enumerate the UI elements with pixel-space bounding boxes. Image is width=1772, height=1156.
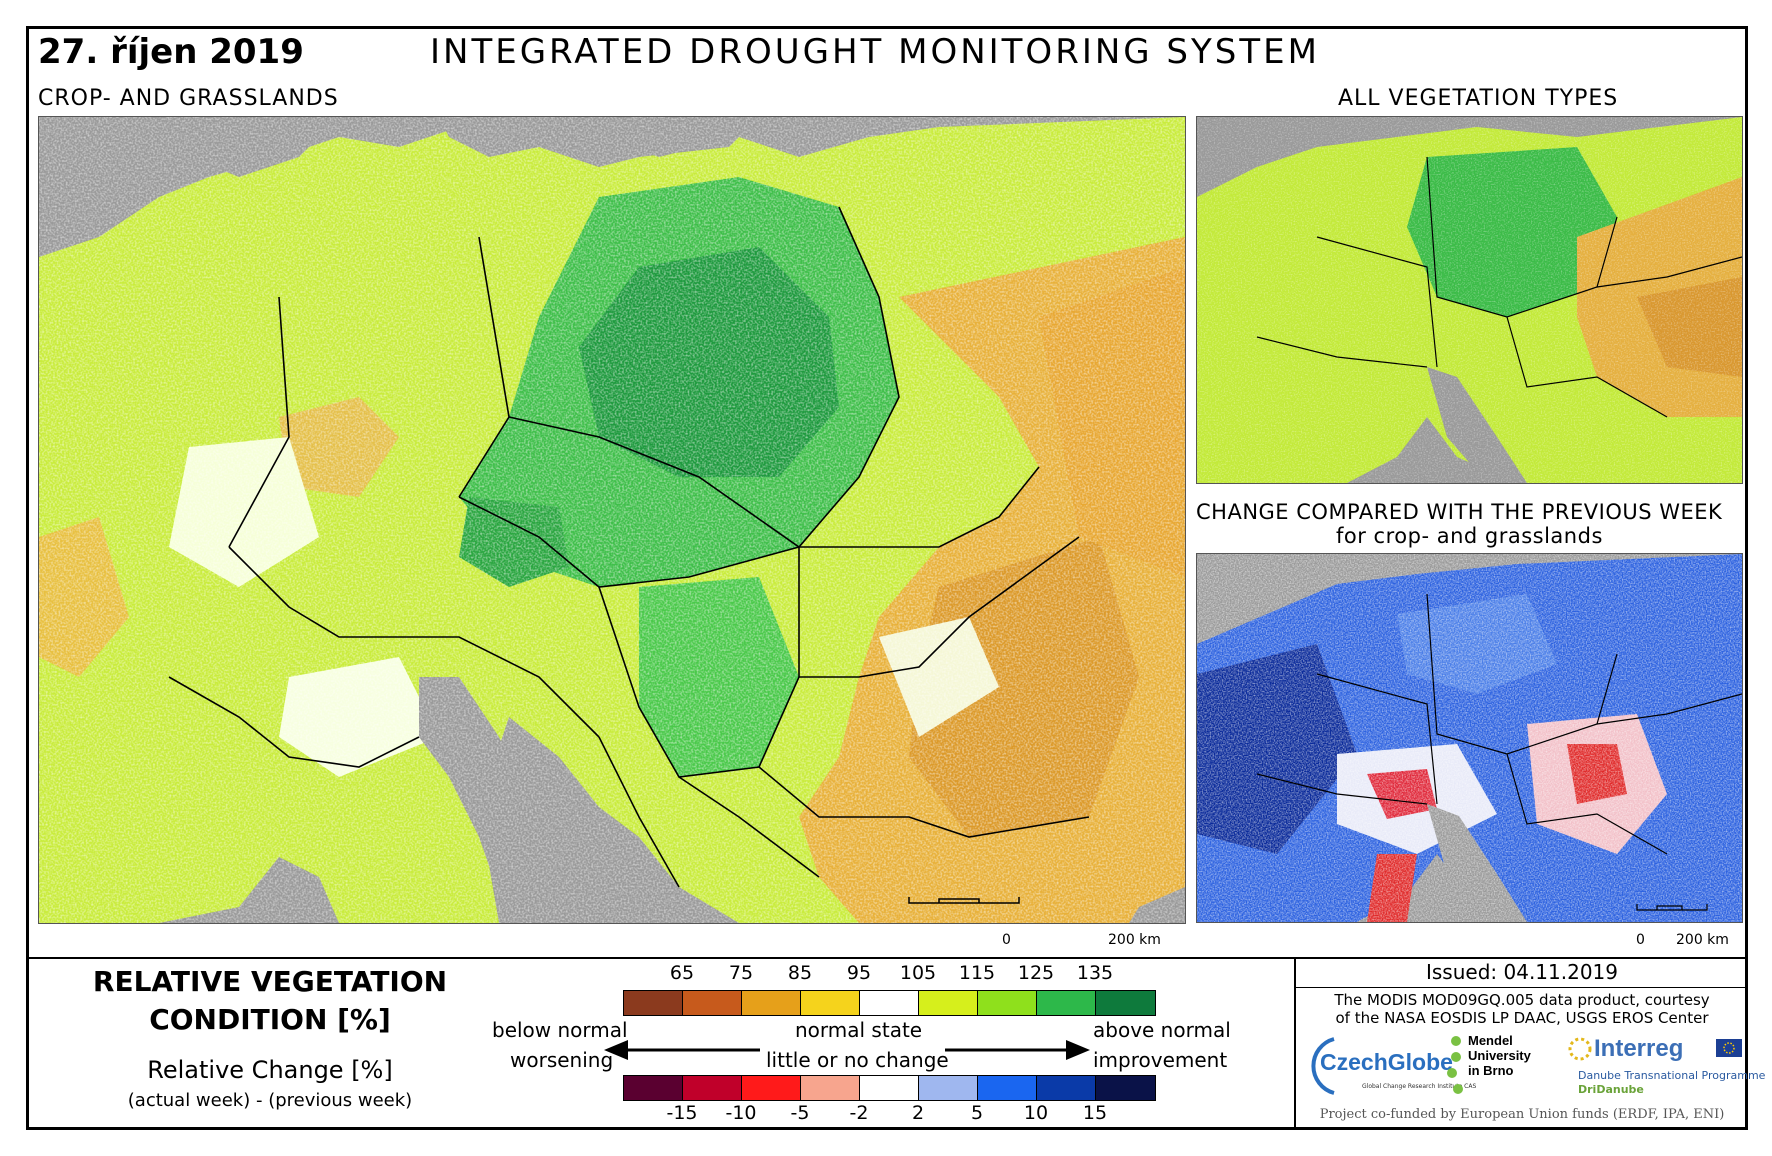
czechglobe-name: CzechGlobe: [1320, 1049, 1453, 1075]
mendel-name-line3: in Brno: [1468, 1063, 1514, 1078]
right-arrow-icon: [945, 1040, 1090, 1060]
main-map-image: [39, 117, 1185, 923]
change-map-scale-label: 200 km: [1676, 932, 1729, 948]
condition-tick-label: 115: [958, 962, 996, 984]
czechglobe-arc-icon: [1311, 1037, 1335, 1095]
change-swatch: [860, 1076, 919, 1100]
cofunded-note: Project co-funded by European Union fund…: [1319, 1107, 1725, 1122]
change-swatch: [624, 1076, 683, 1100]
condition-tick-label: 65: [669, 962, 695, 984]
condition-tick-label: 125: [1017, 962, 1055, 984]
change-swatch: [801, 1076, 860, 1100]
worsening-label: worsening: [510, 1048, 614, 1072]
condition-swatch: [683, 991, 742, 1015]
change-swatch: [1037, 1076, 1096, 1100]
change-swatch: [978, 1076, 1037, 1100]
change-tick-label: -10: [725, 1102, 757, 1124]
condition-swatch: [801, 991, 860, 1015]
interreg-sub: Danube Transnational Programme: [1578, 1069, 1766, 1082]
legend-title-line2: CONDITION [%]: [149, 1003, 391, 1036]
condition-tick-label: 135: [1076, 962, 1114, 984]
change-map: [1196, 553, 1743, 923]
vegetation-map-label: ALL VEGETATION TYPES: [1338, 86, 1619, 111]
issued-date: Issued: 04.11.2019: [1296, 957, 1748, 988]
condition-swatch: [978, 991, 1037, 1015]
left-arrow-icon: [604, 1040, 760, 1060]
issue-date: 27. říjen 2019: [38, 32, 304, 72]
change-map-label: CHANGE COMPARED WITH THE PREVIOUS WEEK: [1196, 500, 1723, 524]
change-tick-label: -2: [849, 1102, 869, 1124]
dridanube-name: DriDanube: [1578, 1083, 1644, 1096]
condition-swatch: [860, 991, 919, 1015]
credit-line1: The MODIS MOD09GQ.005 data product, cour…: [1334, 991, 1710, 1009]
change-tick-label: -15: [666, 1102, 698, 1124]
condition-swatch: [919, 991, 978, 1015]
improvement-label: improvement: [1093, 1048, 1228, 1072]
mendel-dots-icon: [1447, 1036, 1463, 1094]
change-swatch: [742, 1076, 801, 1100]
figure-frame: [26, 26, 1748, 1130]
interreg-logo: Interreg Danube Transnational Programme …: [1566, 1033, 1765, 1099]
above-normal-label: above normal: [1093, 1018, 1231, 1042]
mendel-name-line2: University: [1468, 1048, 1531, 1063]
change-tick-label: 2: [911, 1102, 925, 1124]
below-normal-label: below normal: [492, 1018, 628, 1042]
change-map-image: [1197, 554, 1742, 922]
credit-line2: of the NASA EOSDIS LP DAAC, USGS EROS Ce…: [1335, 1009, 1709, 1027]
normal-state-label: normal state: [795, 1018, 923, 1042]
vegetation-map: [1196, 116, 1743, 484]
mendel-name-line1: Mendel: [1468, 1033, 1513, 1048]
legend-panel: [26, 957, 1748, 1130]
condition-tick-label: 105: [899, 962, 937, 984]
data-credit: The MODIS MOD09GQ.005 data product, cour…: [1296, 991, 1748, 1027]
main-map-label: CROP- AND GRASSLANDS: [38, 86, 339, 111]
relative-change-label: Relative Change [%]: [147, 1056, 393, 1084]
change-map-sublabel: for crop- and grasslands: [1336, 524, 1603, 548]
interreg-star-icon: [1568, 1037, 1592, 1061]
change-swatch: [683, 1076, 742, 1100]
main-map-scale-zero: 0: [1002, 932, 1011, 948]
czechglobe-logo: CzechGlobe Global Change Research Instit…: [1304, 1033, 1476, 1099]
change-tick-label: 15: [1082, 1102, 1108, 1124]
change-map-scale-zero: 0: [1636, 932, 1645, 948]
main-map-scale-label: 200 km: [1108, 932, 1161, 948]
little-change-label: little or no change: [766, 1048, 949, 1072]
legend-title-line1: RELATIVE VEGETATION: [92, 965, 448, 998]
interreg-name: Interreg: [1594, 1035, 1684, 1062]
change-swatch: [1096, 1076, 1155, 1100]
condition-swatch: [1096, 991, 1155, 1015]
condition-swatch: [1037, 991, 1096, 1015]
condition-tick-label: 95: [846, 962, 872, 984]
change-tick-label: 5: [970, 1102, 984, 1124]
mendel-logo: Mendel University in Brno: [1446, 1033, 1546, 1099]
change-tick-label: -5: [790, 1102, 810, 1124]
relative-change-sublabel: (actual week) - (previous week): [127, 1090, 413, 1111]
main-map: [38, 116, 1186, 924]
info-panel: Issued: 04.11.2019 The MODIS MOD09GQ.005…: [1294, 957, 1765, 1130]
change-tick-label: 10: [1023, 1102, 1049, 1124]
czechglobe-sub: Global Change Research Institute CAS: [1362, 1083, 1477, 1090]
vegetation-map-image: [1197, 117, 1742, 483]
condition-tick-label: 85: [787, 962, 813, 984]
mendel-name: Mendel University in Brno: [1468, 1033, 1531, 1078]
page-title: INTEGRATED DROUGHT MONITORING SYSTEM: [430, 32, 1320, 72]
condition-tick-label: 75: [728, 962, 754, 984]
condition-swatch: [742, 991, 801, 1015]
condition-color-scale: [623, 990, 1156, 1016]
legend-arrows: [604, 1040, 1090, 1060]
change-swatch: [919, 1076, 978, 1100]
condition-swatch: [624, 991, 683, 1015]
eu-flag-icon: [1716, 1039, 1742, 1057]
change-color-scale: [623, 1075, 1156, 1101]
